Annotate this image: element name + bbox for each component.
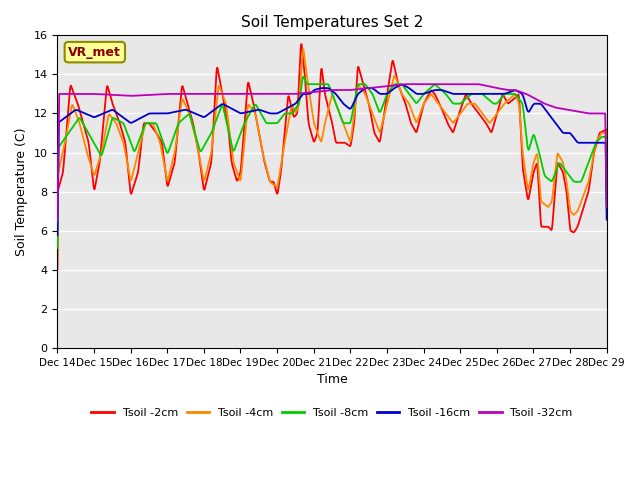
Text: VR_met: VR_met [68, 46, 121, 59]
Y-axis label: Soil Temperature (C): Soil Temperature (C) [15, 127, 28, 256]
Legend: Tsoil -2cm, Tsoil -4cm, Tsoil -8cm, Tsoil -16cm, Tsoil -32cm: Tsoil -2cm, Tsoil -4cm, Tsoil -8cm, Tsoi… [87, 403, 577, 422]
Title: Soil Temperatures Set 2: Soil Temperatures Set 2 [241, 15, 423, 30]
X-axis label: Time: Time [317, 373, 348, 386]
